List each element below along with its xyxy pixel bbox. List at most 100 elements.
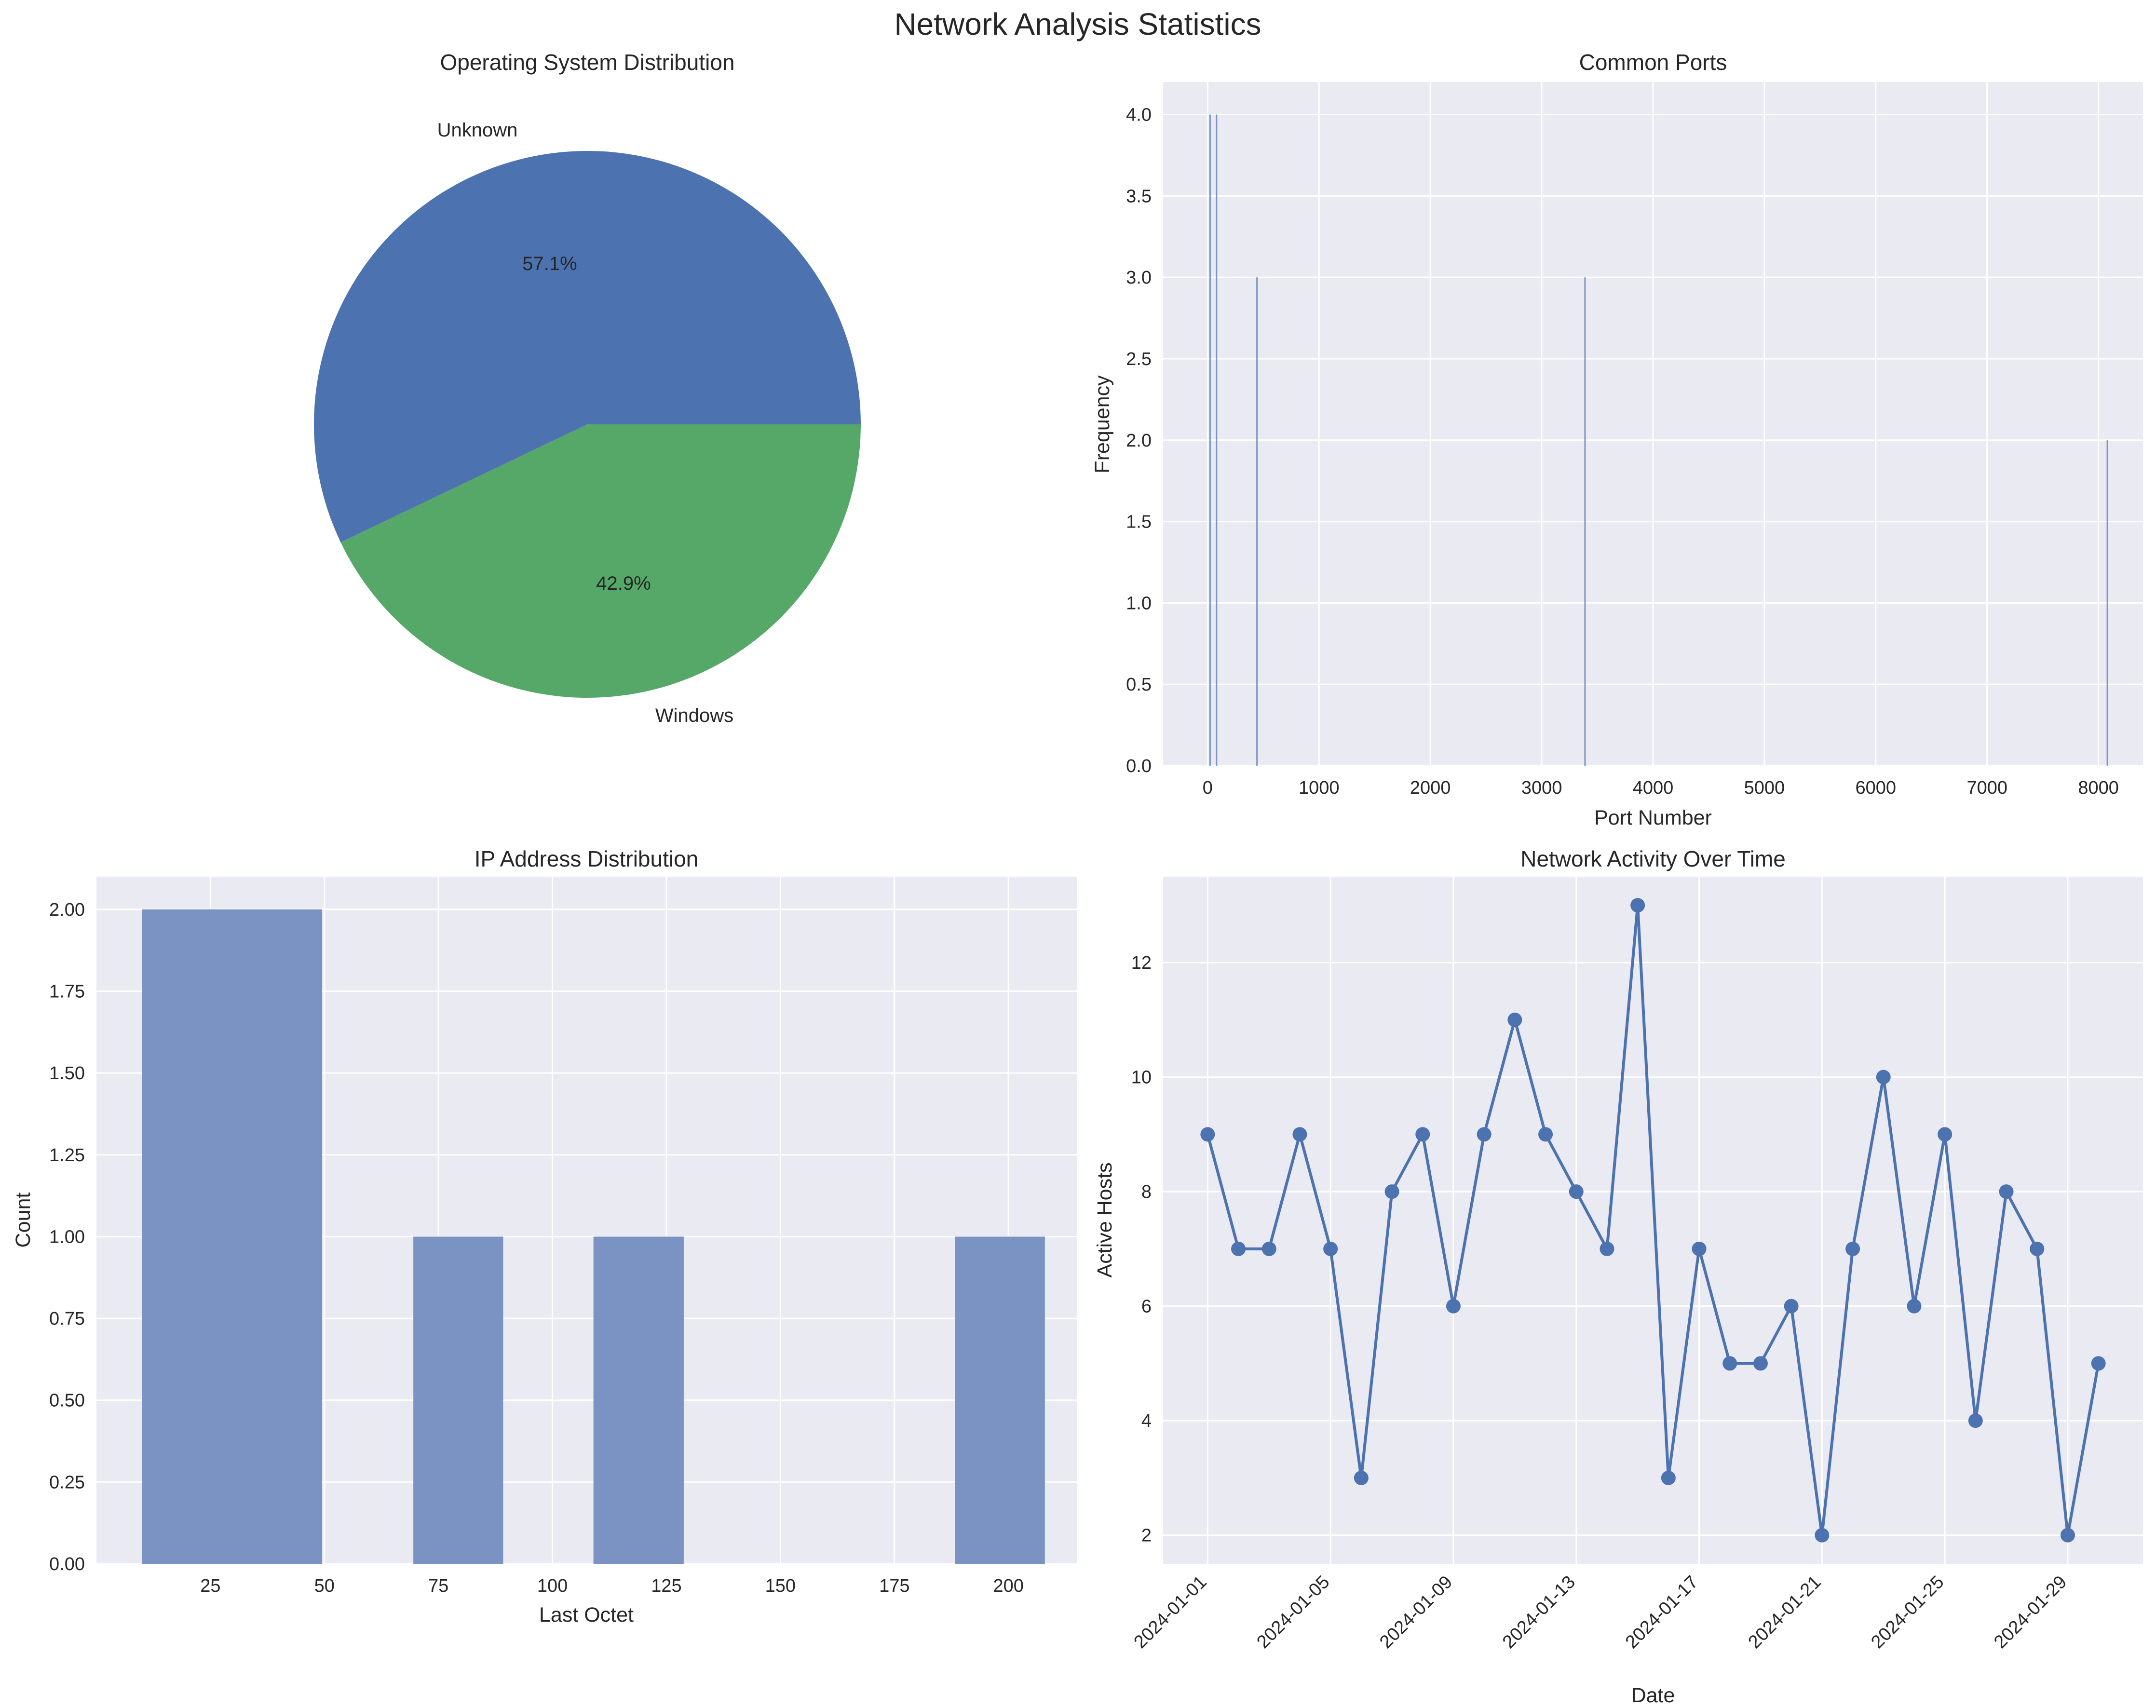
activity-point (1600, 1241, 1614, 1256)
ports-bar (1216, 114, 1218, 766)
activity-grid (1163, 877, 2143, 1564)
activity-y-tick-label: 10 (1131, 1068, 1152, 1088)
activity-point (1692, 1241, 1707, 1256)
ports-bars (1209, 114, 2108, 766)
ports-x-tick-label: 0 (1203, 778, 1213, 798)
activity-point (1907, 1299, 1922, 1314)
activity-point (1784, 1299, 1799, 1314)
ports-bar (2106, 440, 2108, 766)
activity-point (1815, 1528, 1830, 1543)
pie-slices (314, 151, 861, 698)
ports-xlabel: Port Number (1594, 806, 1712, 829)
activity-point (1845, 1241, 1860, 1256)
ports-y-tick-label: 2.5 (1126, 349, 1152, 369)
activity-point (1415, 1127, 1430, 1142)
common-ports-chart: 0 1000 2000 3000 4000 5000 6000 7000 8000 0.0 0.5… (1091, 50, 2143, 829)
activity-point (1753, 1356, 1768, 1371)
ports-bar (1209, 114, 1211, 766)
activity-y-tick-label: 6 (1141, 1297, 1152, 1317)
activity-point (1569, 1184, 1584, 1199)
ip-x-tick-label: 75 (428, 1576, 448, 1596)
ip-y-tick-label: 1.50 (49, 1063, 85, 1084)
activity-y-tick-label: 8 (1141, 1182, 1152, 1202)
ip-y-tick-label: 0.25 (49, 1472, 85, 1492)
ports-y-tick-label: 4.0 (1126, 105, 1152, 125)
ip-xlabel: Last Octet (539, 1603, 634, 1627)
ports-bar (1584, 277, 1586, 766)
ip-y-tick-label: 2.00 (49, 900, 85, 920)
activity-point (1384, 1184, 1399, 1199)
activity-point (1722, 1356, 1737, 1371)
ip-bar (955, 1236, 1045, 1564)
ip-x-tick-label: 50 (314, 1576, 335, 1596)
activity-point (1261, 1241, 1276, 1256)
ip-distribution-chart: 25 50 75 100 125 150 175 200 0.00 0.25 0.50 0.75 1.… (12, 846, 1077, 1627)
ports-x-ticks: 0 1000 2000 3000 4000 5000 6000 7000 8000 (1203, 778, 2119, 798)
activity-point (1661, 1470, 1676, 1485)
activity-point (1323, 1241, 1338, 1256)
ports-grid (1163, 82, 2143, 767)
activity-series (1200, 898, 2106, 1543)
ip-bar (142, 909, 323, 1564)
ip-y-tick-label: 1.25 (49, 1145, 85, 1166)
activity-point (1292, 1127, 1307, 1142)
ports-x-tick-label: 2000 (1410, 778, 1451, 798)
pie-title: Operating System Distribution (440, 50, 734, 75)
ports-x-tick-label: 8000 (2078, 778, 2119, 798)
ports-x-tick-label: 1000 (1299, 778, 1340, 798)
ports-title: Common Ports (1579, 50, 1727, 75)
activity-point (1999, 1184, 2014, 1199)
activity-plot-area (1163, 877, 2143, 1564)
ports-x-tick-label: 4000 (1633, 778, 1674, 798)
pie-pct-windows: 42.9% (596, 573, 651, 594)
activity-point (1354, 1470, 1369, 1485)
ip-x-tick-label: 175 (879, 1576, 909, 1596)
activity-point (1477, 1127, 1492, 1142)
ip-y-tick-label: 0.50 (49, 1391, 85, 1411)
activity-point (1630, 898, 1645, 913)
activity-point (1538, 1127, 1553, 1142)
activity-y-tick-label: 2 (1141, 1526, 1152, 1546)
pie-pct-unknown: 57.1% (522, 253, 577, 274)
activity-point (1231, 1241, 1246, 1256)
activity-title: Network Activity Over Time (1520, 846, 1786, 871)
ip-bars (142, 909, 1045, 1564)
ip-x-tick-label: 200 (993, 1576, 1023, 1596)
ports-y-tick-label: 0.0 (1126, 756, 1152, 776)
pie-label-unknown: Unknown (437, 120, 518, 141)
ports-x-tick-label: 5000 (1744, 778, 1785, 798)
pie-label-windows: Windows (655, 705, 733, 726)
activity-y-tick-label: 4 (1141, 1411, 1152, 1431)
activity-point (1446, 1299, 1461, 1314)
activity-ylabel: Active Hosts (1093, 1163, 1116, 1278)
ports-y-tick-label: 1.0 (1126, 593, 1152, 613)
activity-point (1968, 1413, 1983, 1428)
ports-y-tick-label: 3.5 (1126, 186, 1152, 206)
activity-point (1938, 1127, 1953, 1142)
ip-bar (413, 1236, 503, 1564)
ports-y-tick-label: 3.0 (1126, 268, 1152, 288)
activity-y-tick-label: 12 (1131, 953, 1152, 973)
ports-x-tick-label: 6000 (1856, 778, 1897, 798)
ip-x-tick-label: 150 (765, 1576, 796, 1596)
pie-slice-unknown (314, 151, 861, 542)
ip-y-tick-label: 1.75 (49, 982, 85, 1002)
os-pie-chart: Operating System Distribution Unknown Wi… (314, 50, 861, 726)
ip-y-tick-label: 0.00 (49, 1554, 85, 1574)
ports-y-tick-label: 1.5 (1126, 512, 1152, 532)
activity-point (2091, 1356, 2106, 1371)
ip-title: IP Address Distribution (475, 846, 699, 871)
activity-point (1876, 1070, 1891, 1084)
ports-x-tick-label: 3000 (1521, 778, 1562, 798)
activity-point (2030, 1241, 2045, 1256)
activity-point (1507, 1012, 1522, 1027)
ip-x-ticks: 25 50 75 100 125 150 175 200 (200, 1576, 1024, 1596)
activity-point (2060, 1528, 2075, 1543)
figure-title: Network Analysis Statistics (894, 7, 1261, 41)
ports-y-tick-label: 2.0 (1126, 431, 1152, 451)
activity-line (1206, 904, 2100, 1537)
activity-xlabel: Date (1631, 1684, 1675, 1707)
ip-x-tick-label: 125 (651, 1576, 681, 1596)
ip-x-tick-label: 25 (200, 1576, 220, 1596)
